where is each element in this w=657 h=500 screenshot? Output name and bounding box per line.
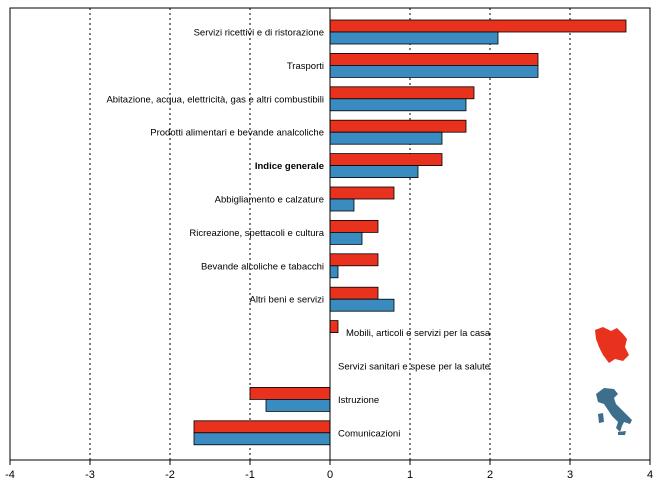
- bar-series-1: [329, 286, 379, 300]
- category-label: Abbigliamento e calzature: [215, 195, 324, 206]
- x-tick-label: 0: [327, 469, 333, 481]
- region-map-icon: [595, 327, 629, 363]
- x-tick-label: 1: [407, 469, 413, 481]
- bar-series-2: [329, 65, 539, 78]
- bars: [193, 19, 627, 446]
- bar-series-2: [329, 165, 419, 179]
- category-label: Servizi sanitari e spese per la salute: [338, 362, 490, 373]
- bar-series-2: [329, 98, 467, 112]
- bar-series-2: [329, 265, 339, 279]
- bar-series-2: [329, 31, 499, 45]
- bar-series-1: [329, 186, 395, 200]
- category-label: Bevande alcoliche e tabacchi: [201, 261, 324, 272]
- category-label: Ricreazione, spettacoli e cultura: [189, 228, 324, 239]
- bar-series-1: [329, 86, 475, 100]
- x-tick-label: 2: [487, 469, 493, 481]
- bar-series-2: [329, 198, 355, 212]
- x-tick-label: -1: [245, 469, 255, 481]
- category-label: Indice generale: [255, 161, 324, 172]
- bar-series-1: [329, 219, 379, 233]
- category-label: Trasporti: [287, 61, 324, 72]
- bar-series-1: [329, 119, 467, 133]
- bar-series-2: [329, 231, 363, 245]
- category-label: Servizi ricettivi e di ristorazione: [194, 28, 324, 39]
- x-tick-label: -3: [85, 469, 95, 481]
- bar-series-1: [329, 320, 339, 334]
- bar-series-1: [329, 153, 443, 167]
- x-tick-label: 3: [567, 469, 573, 481]
- bar-series-1: [329, 253, 379, 267]
- category-label: Comunicazioni: [338, 428, 400, 439]
- category-label: Altri beni e servizi: [250, 295, 324, 306]
- bar-series-2: [329, 298, 395, 312]
- x-tick-label: 4: [647, 469, 653, 481]
- italy-map-icon: [596, 388, 632, 435]
- category-label: Mobili, articoli e servizi per la casa: [346, 328, 491, 339]
- category-label: Istruzione: [338, 395, 379, 406]
- bar-series-2: [265, 398, 331, 412]
- x-axis: -4 -3 -2 -1 0 1 2 3 4: [5, 7, 653, 481]
- bar-series-1: [329, 19, 627, 33]
- bar-series-1: [193, 420, 331, 434]
- category-labels: Servizi ricettivi e di ristorazione Trasp…: [106, 28, 490, 440]
- category-label: Prodotti alimentari e bevande analcolich…: [150, 128, 324, 139]
- bar-series-1: [249, 386, 331, 400]
- x-tick-label: -2: [165, 469, 175, 481]
- category-label: Abitazione, acqua, elettricità, gas e al…: [106, 94, 324, 105]
- x-tick-label: -4: [5, 469, 15, 481]
- bar-series-2: [329, 131, 443, 145]
- bar-series-2: [193, 432, 331, 446]
- bar-series-1: [329, 53, 539, 66]
